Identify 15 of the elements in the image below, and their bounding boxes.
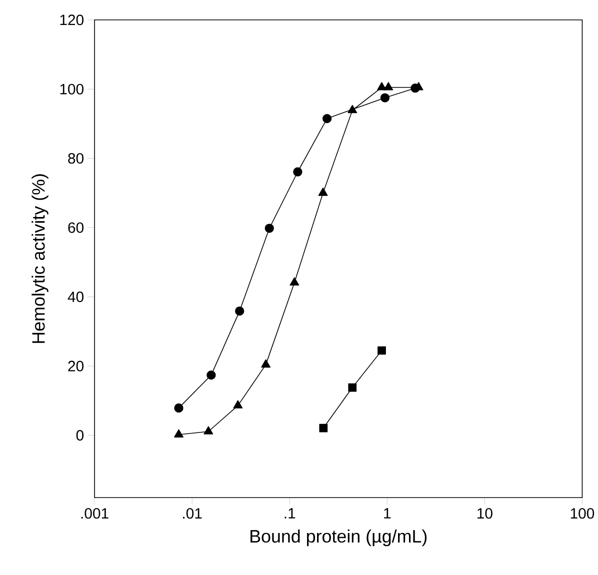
x-axis-title: Bound protein (µg/mL) [250, 529, 427, 546]
x-tick-label: 1 [384, 508, 391, 518]
x-tick-label: 10 [478, 508, 492, 519]
y-tick-label: 100 [60, 84, 84, 94]
y-tick-label: 60 [68, 222, 84, 233]
y-tick-label: 0 [76, 430, 84, 440]
y-tick-label: 80 [68, 152, 84, 164]
x-tick-label: .001 [81, 508, 108, 519]
y-tick-label: 20 [68, 360, 84, 372]
x-tick-label: 100 [570, 508, 594, 519]
y-tick-label: 120 [60, 14, 84, 26]
y-tick-label: 40 [68, 291, 84, 302]
x-tick-label: .1 [284, 508, 296, 518]
y-axis-title: Hemolytic activity (%) [32, 174, 48, 343]
x-tick-label: .01 [183, 508, 202, 519]
